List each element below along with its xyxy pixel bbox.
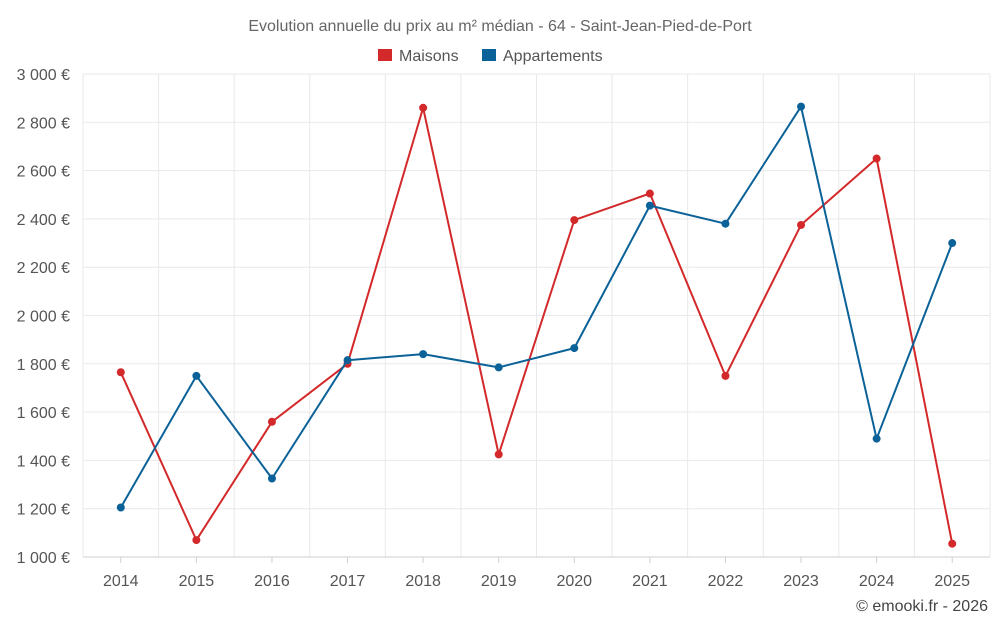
series-line-appartements [119,105,954,508]
data-point-appartements[interactable] [116,503,125,512]
data-point-appartements[interactable] [645,201,654,210]
data-point-appartements[interactable] [192,371,201,380]
x-tick-label: 2025 [934,573,970,590]
data-point-maisons[interactable] [797,220,806,229]
grid [82,73,991,558]
data-point-maisons[interactable] [494,450,503,459]
data-point-maisons[interactable] [872,154,881,163]
y-axis-ticks: 1 000 € 1 200 € 1 400 € 1 600 € 1 800 € 2 000… [17,67,70,567]
legend-swatch-maisons [378,49,392,61]
x-tick-label: 2019 [481,573,517,590]
series-line-maisons [119,106,954,544]
y-tick-label: 1 400 € [17,453,70,470]
legend-swatch-appartements [482,49,496,61]
series-maisons [116,103,957,548]
data-point-maisons[interactable] [192,536,201,545]
x-tick-label: 2017 [330,573,366,590]
x-tick-label: 2020 [556,573,592,590]
legend-label-maisons: Maisons [399,48,459,65]
y-tick-label: 2 800 € [17,115,70,132]
data-point-maisons[interactable] [267,417,276,426]
legend-item-appartements[interactable]: Appartements [482,48,603,65]
x-tick-label: 2014 [103,573,139,590]
data-point-appartements[interactable] [872,434,881,443]
data-point-appartements[interactable] [948,239,957,248]
y-tick-label: 2 200 € [17,260,70,277]
legend-label-appartements: Appartements [503,48,603,65]
legend: Maisons Appartements [378,48,603,65]
x-tick-label: 2018 [405,573,441,590]
data-point-appartements[interactable] [494,363,503,372]
x-tick-label: 2015 [179,573,215,590]
data-point-maisons[interactable] [116,368,125,377]
y-tick-label: 3 000 € [17,67,70,84]
x-tick-label: 2023 [783,573,819,590]
y-tick-label: 1 800 € [17,357,70,374]
data-point-appartements[interactable] [570,344,579,353]
y-tick-label: 2 600 € [17,164,70,181]
data-point-maisons[interactable] [948,539,957,548]
data-point-appartements[interactable] [267,474,276,483]
y-tick-label: 1 200 € [17,502,70,519]
x-tick-label: 2021 [632,573,668,590]
data-point-appartements[interactable] [721,219,730,228]
data-point-maisons[interactable] [419,103,428,112]
y-tick-label: 1 000 € [17,550,70,567]
x-tick-label: 2016 [254,573,290,590]
data-point-appartements[interactable] [797,102,806,111]
y-tick-label: 2 400 € [17,212,70,229]
data-point-appartements[interactable] [419,350,428,359]
data-point-maisons[interactable] [645,189,654,198]
series-appartements [116,102,957,512]
x-axis-ticks: 2014 2015 2016 2017 2018 2019 2020 2021 2022 2023… [103,557,970,590]
chart-title: Evolution annuelle du prix au m² médian … [248,18,752,35]
y-tick-label: 1 600 € [17,405,70,422]
legend-item-maisons[interactable]: Maisons [378,48,459,65]
data-point-appartements[interactable] [343,356,352,365]
credit-text: © emooki.fr - 2026 [856,598,988,615]
series [116,102,957,548]
data-point-maisons[interactable] [721,371,730,380]
x-tick-label: 2024 [859,573,895,590]
x-tick-label: 2022 [708,573,744,590]
y-tick-label: 2 000 € [17,309,70,326]
data-point-maisons[interactable] [570,216,579,225]
